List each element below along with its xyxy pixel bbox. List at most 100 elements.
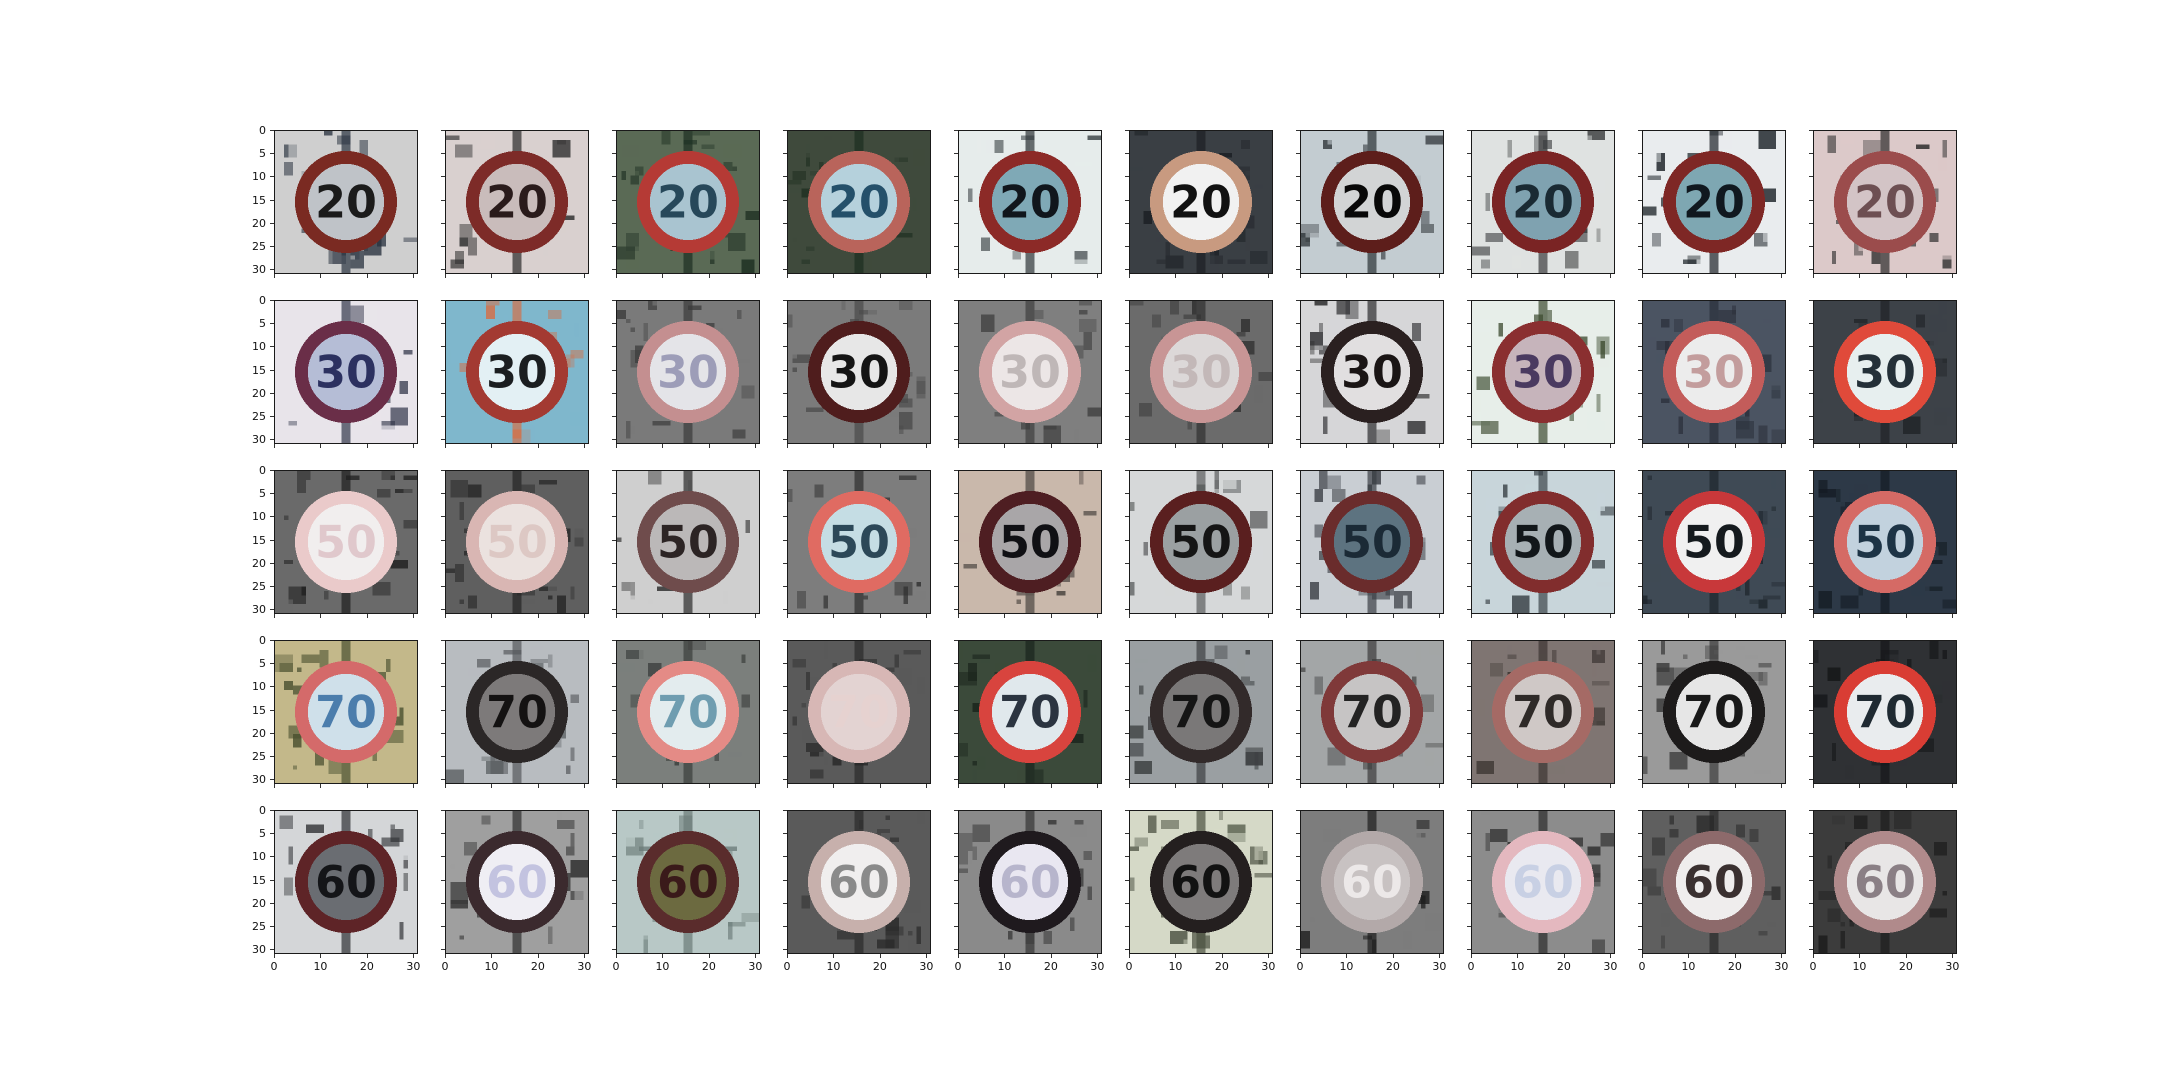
pixel-noise xyxy=(1363,144,1368,154)
pixel-noise xyxy=(1425,743,1443,748)
sign-number: 20 xyxy=(828,178,890,229)
y-tick xyxy=(954,392,958,394)
pixel-noise xyxy=(288,420,298,426)
pixel-noise xyxy=(292,765,298,770)
x-tick xyxy=(1004,274,1006,278)
sign-thumbnail: 20 xyxy=(616,130,760,274)
sign-thumbnail: 70 xyxy=(616,640,760,784)
pixel-noise xyxy=(1078,471,1084,485)
pixel-noise xyxy=(525,815,540,825)
pixel-noise xyxy=(1682,654,1688,659)
y-tick xyxy=(612,516,616,518)
x-tick xyxy=(1439,444,1441,448)
pixel-noise xyxy=(801,259,811,265)
pixel-noise xyxy=(1929,641,1939,659)
sign-thumbnail: 20 xyxy=(958,130,1102,274)
pixel-noise xyxy=(959,641,964,659)
y-tick xyxy=(612,879,616,881)
sign-image: 30 xyxy=(1472,301,1614,443)
x-tick xyxy=(833,444,835,448)
pixel-noise xyxy=(1314,676,1324,695)
pixel-noise xyxy=(1138,403,1153,417)
pixel-noise xyxy=(570,694,580,704)
y-tick xyxy=(1125,926,1129,928)
y-tick xyxy=(1809,609,1813,611)
x-tick xyxy=(708,784,710,788)
x-tick xyxy=(1392,274,1394,278)
y-tick xyxy=(612,246,616,248)
pixel-noise xyxy=(279,519,289,525)
y-tick xyxy=(270,879,274,881)
x-tick xyxy=(1392,444,1394,448)
pixel-noise xyxy=(1591,663,1597,677)
x-tick xyxy=(537,614,539,618)
pixel-noise xyxy=(390,305,395,315)
y-tick xyxy=(612,902,616,904)
pixel-noise xyxy=(1762,935,1772,945)
sign-thumbnail: 30 xyxy=(1129,300,1273,444)
pixel-noise xyxy=(1254,184,1264,189)
x-tick xyxy=(662,444,664,448)
y-tick-label: 0 xyxy=(259,124,266,137)
pixel-noise xyxy=(885,815,891,820)
y-tick xyxy=(270,926,274,928)
pixel-noise xyxy=(1920,340,1934,346)
pixel-noise xyxy=(832,255,851,265)
pixel-noise xyxy=(674,475,680,485)
pixel-noise xyxy=(1161,471,1179,489)
pixel-noise xyxy=(1596,479,1614,485)
pixel-noise xyxy=(1309,358,1328,364)
sign-image: 50 xyxy=(1643,471,1785,613)
x-tick xyxy=(1642,614,1643,618)
pixel-noise xyxy=(1087,407,1101,417)
pixel-noise xyxy=(552,139,571,158)
sign-thumbnail: 30 xyxy=(445,300,589,444)
pixel-noise xyxy=(1134,837,1148,847)
pixel-noise xyxy=(1596,645,1601,655)
pixel-noise xyxy=(1929,908,1948,918)
x-tick xyxy=(708,614,710,618)
pixel-noise xyxy=(1416,645,1421,664)
y-tick xyxy=(1638,199,1642,201)
y-tick xyxy=(270,516,274,518)
y-tick xyxy=(1125,732,1129,734)
x-tick xyxy=(787,954,788,958)
sign-thumbnail: 70 xyxy=(1300,640,1444,784)
sign-face xyxy=(307,503,385,581)
y-tick xyxy=(270,392,274,394)
pixel-noise xyxy=(617,309,626,319)
y-tick-label: 5 xyxy=(259,487,266,501)
y-tick xyxy=(783,663,787,665)
pixel-noise xyxy=(1152,314,1162,328)
y-tick xyxy=(783,439,787,441)
pixel-noise xyxy=(1736,824,1746,838)
pixel-noise xyxy=(359,139,369,158)
sign-number: 70 xyxy=(657,688,719,739)
y-tick xyxy=(270,663,274,665)
pixel-noise xyxy=(959,850,968,865)
x-tick xyxy=(1781,614,1783,618)
pixel-noise xyxy=(279,599,293,613)
pixel-noise xyxy=(319,420,333,430)
pixel-noise xyxy=(565,166,584,176)
pixel-noise xyxy=(634,309,640,324)
pixel-noise xyxy=(1853,318,1868,324)
y-tick xyxy=(783,493,787,495)
pixel-noise xyxy=(1301,667,1306,673)
x-tick xyxy=(755,614,757,618)
pixel-noise xyxy=(1078,868,1084,887)
y-tick xyxy=(1296,153,1300,155)
y-tick xyxy=(1809,130,1813,131)
sign-image: 70 xyxy=(446,641,588,783)
y-tick xyxy=(1467,732,1471,734)
pixel-noise xyxy=(1240,389,1255,399)
sign-face xyxy=(478,843,556,921)
sign-number: 50 xyxy=(1512,518,1574,569)
x-tick-label: 10 xyxy=(1168,960,1183,973)
pixel-noise xyxy=(1318,471,1328,489)
pixel-noise xyxy=(552,166,566,171)
y-tick xyxy=(1638,369,1642,371)
y-tick xyxy=(1296,902,1300,904)
pixel-noise xyxy=(796,828,811,838)
sign-face xyxy=(649,673,727,751)
